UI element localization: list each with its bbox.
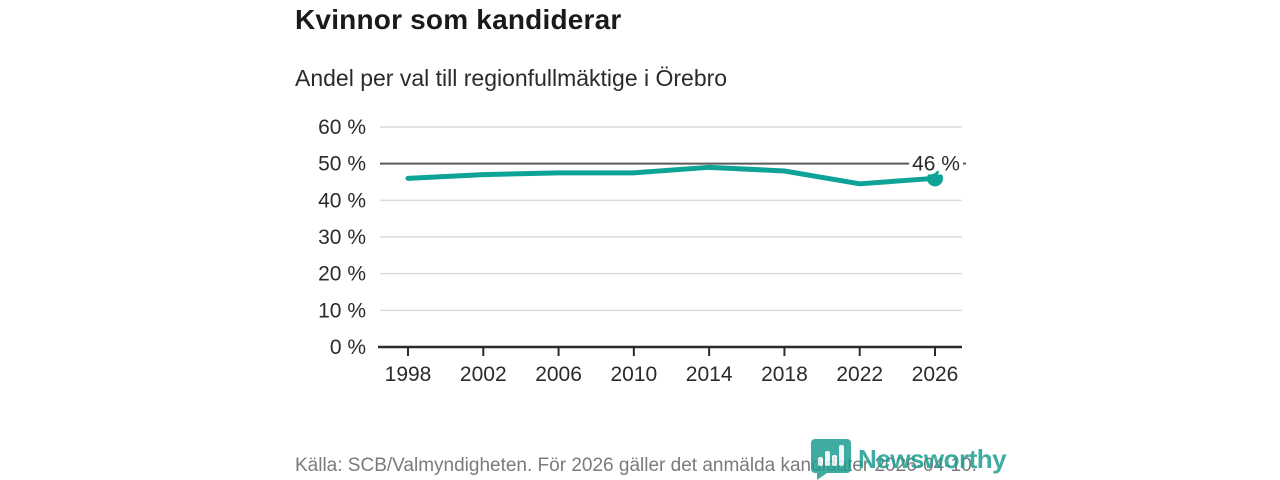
x-axis-tick-label: 2022 [836,363,883,386]
x-axis-tick-label: 2018 [761,363,808,386]
end-value-label: 46 % [912,153,960,176]
y-axis-tick-label: 60 % [318,116,366,139]
y-axis-tick-label: 40 % [318,189,366,212]
newsworthy-logo-icon [811,439,851,480]
x-axis-tick-label: 2006 [535,363,582,386]
newsworthy-logo-text: Newsworthy [858,443,1007,474]
y-axis-tick-label: 30 % [318,226,366,249]
chart-subtitle: Andel per val till regionfullmäktige i Ö… [295,65,728,91]
newsworthy-logo: Newsworthy [810,438,1007,480]
y-axis-tick-label: 50 % [318,153,366,176]
y-axis-tick-label: 0 % [330,336,366,359]
source-note: Källa: SCB/Valmyndigheten. För 2026 gäll… [295,455,977,476]
y-axis-tick-label: 20 % [318,263,366,286]
x-axis-tick-label: 1998 [385,363,432,386]
y-axis-tick-label: 10 % [318,299,366,322]
data-line [405,164,938,187]
x-axis-tick-label: 2002 [460,363,507,386]
end-point-marker [927,170,944,187]
x-axis-tick-label: 2010 [610,363,657,386]
x-axis-tick-label: 2026 [912,363,959,386]
chart-title: Kvinnor som kandiderar [295,4,622,35]
x-axis-tick-label: 2014 [686,363,733,386]
